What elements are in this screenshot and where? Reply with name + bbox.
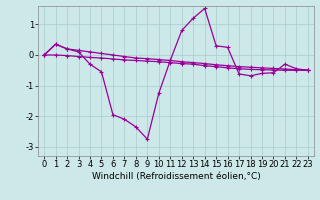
X-axis label: Windchill (Refroidissement éolien,°C): Windchill (Refroidissement éolien,°C) bbox=[92, 172, 260, 181]
